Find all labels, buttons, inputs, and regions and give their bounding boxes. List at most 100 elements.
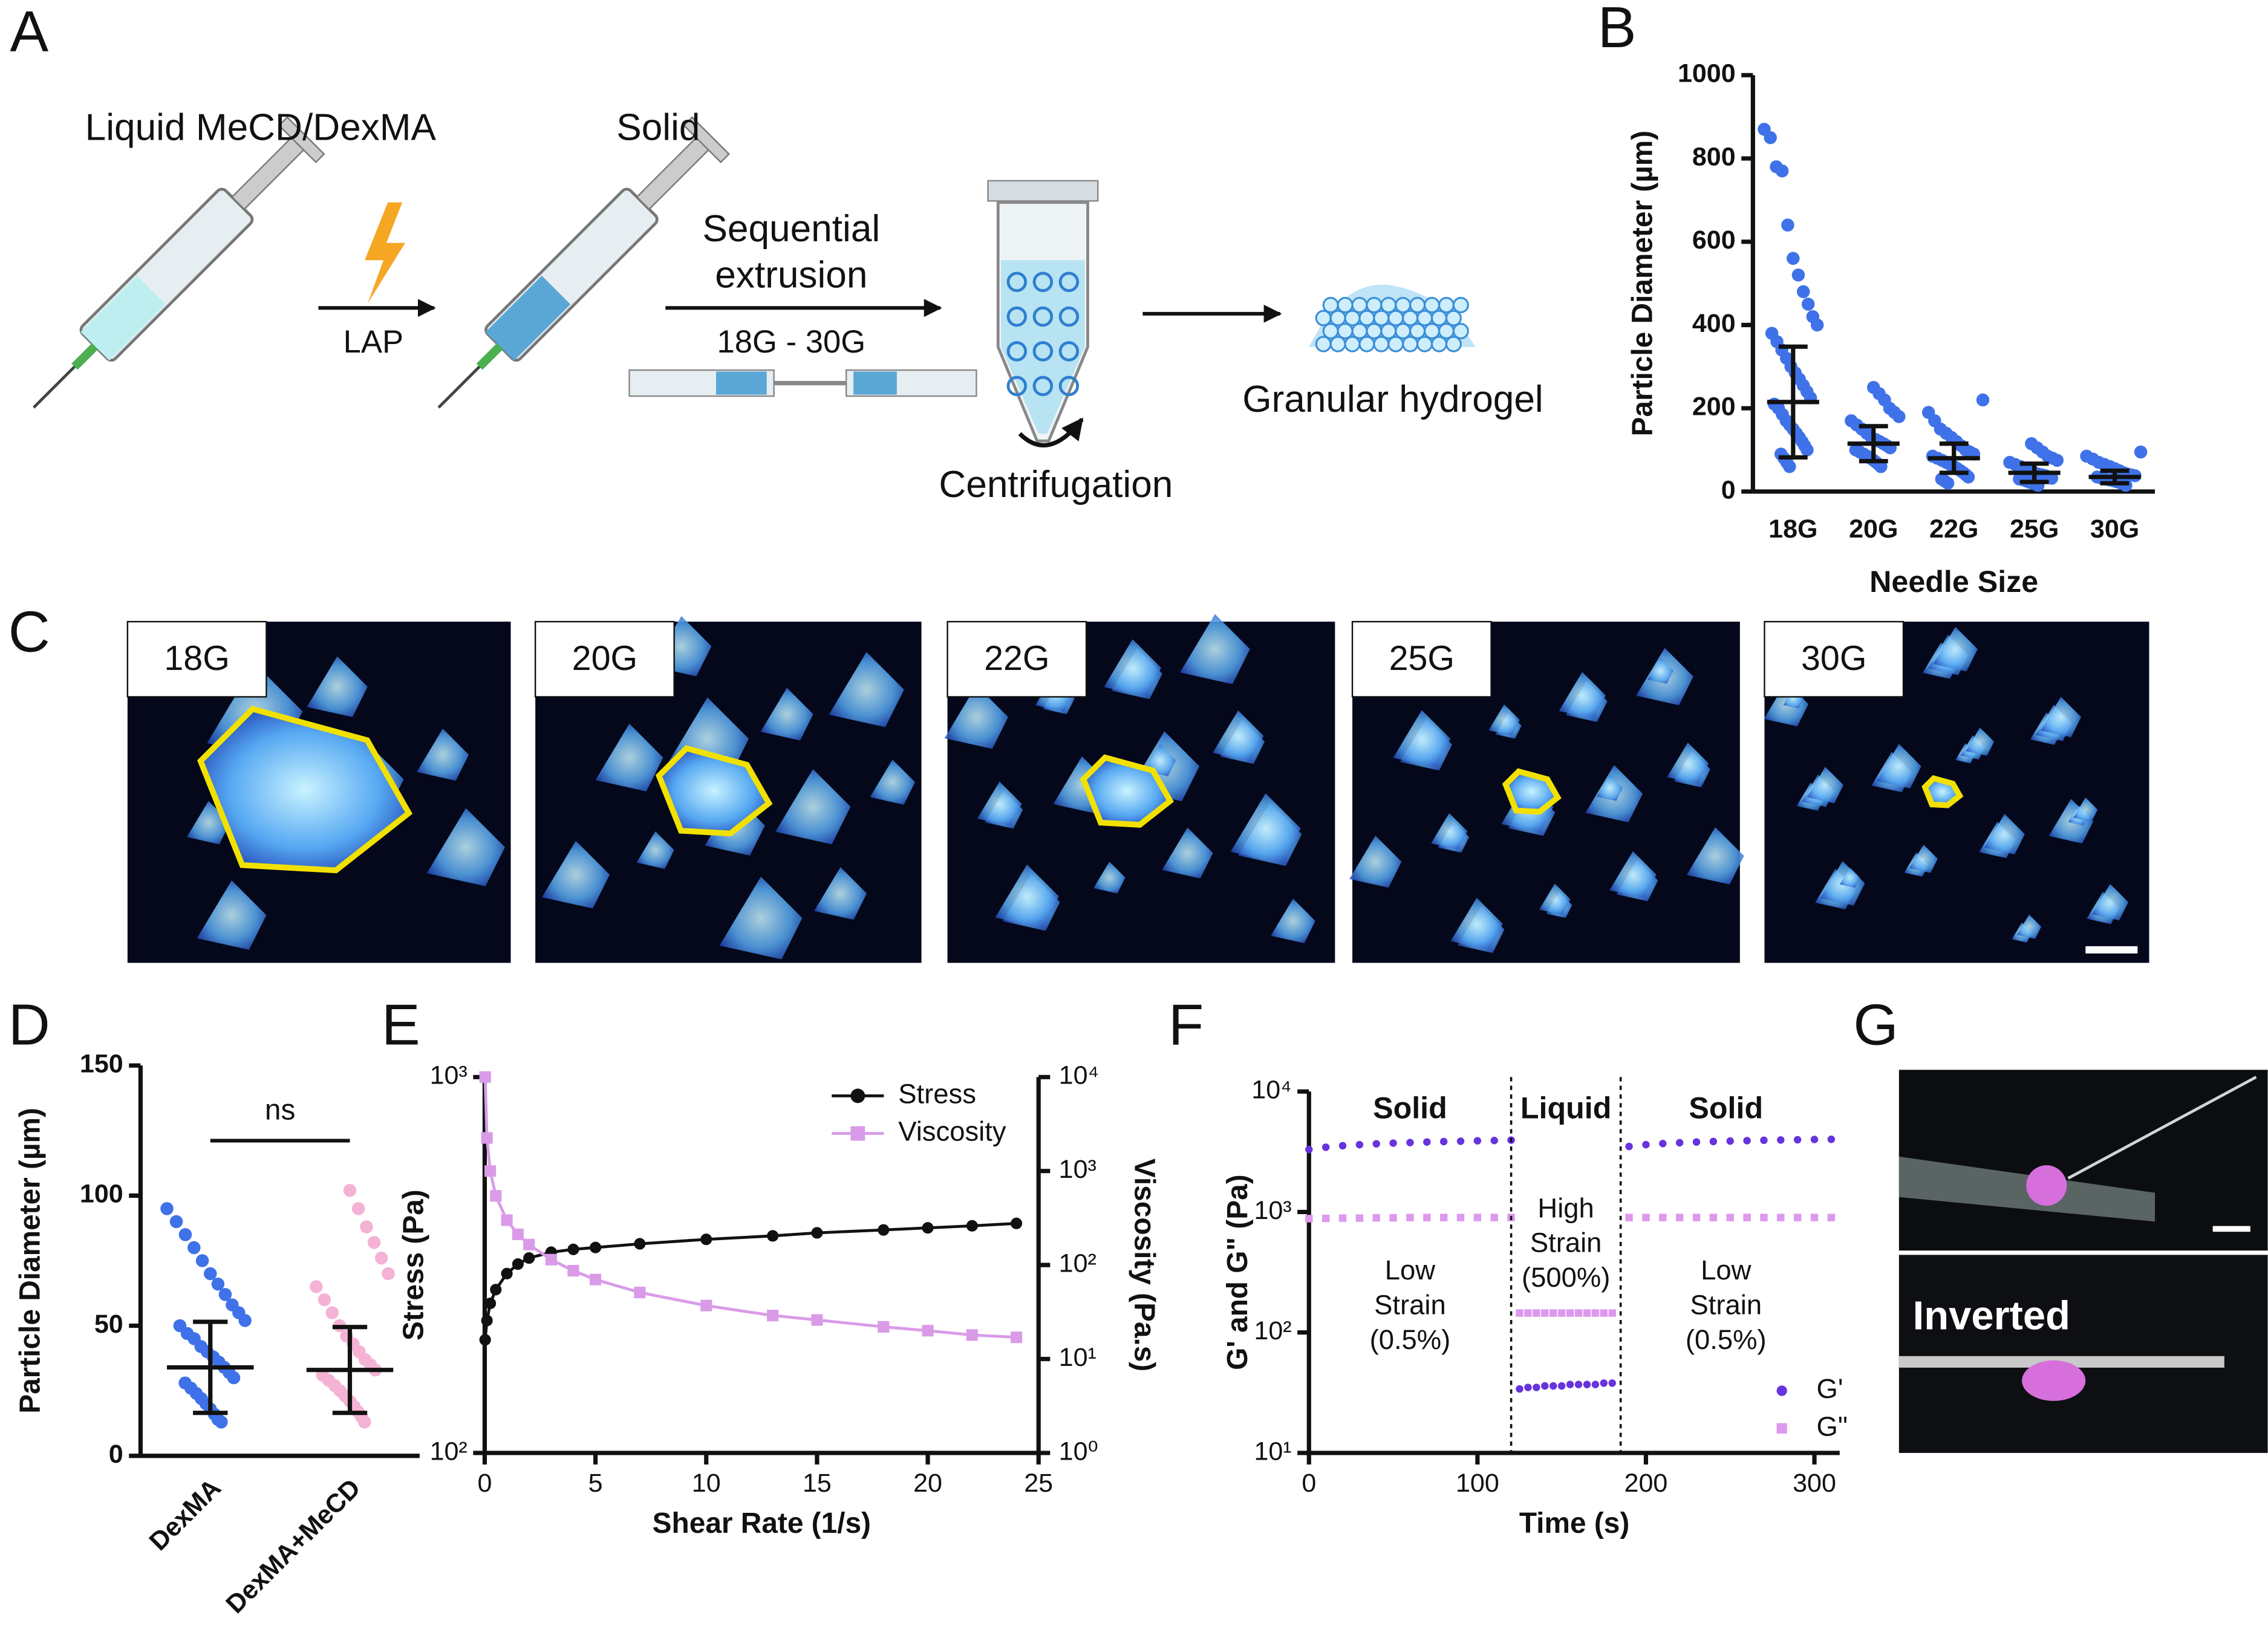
- marker: [1389, 1139, 1397, 1147]
- point: [203, 1267, 217, 1281]
- point: [169, 1215, 183, 1229]
- y-tick-label: 0: [109, 1440, 123, 1469]
- marker: [1516, 1309, 1523, 1317]
- x-tick-label: 30G: [2090, 515, 2139, 544]
- granule: [1395, 323, 1412, 340]
- x-tick-label: 15: [803, 1469, 832, 1498]
- particle: [2073, 797, 2098, 822]
- particle: [1877, 744, 1921, 789]
- marker: [1321, 1143, 1330, 1151]
- coupled-syringes: [628, 369, 977, 397]
- particle: [1984, 814, 2025, 855]
- marker: [1659, 1140, 1667, 1148]
- label-box: [534, 620, 675, 698]
- x-tick-label: 20: [913, 1469, 942, 1498]
- y2-tick-label: 10¹: [1059, 1343, 1097, 1372]
- marker: [523, 1252, 535, 1264]
- marker: [1305, 1145, 1313, 1154]
- point: [1801, 297, 1815, 311]
- particle: [1104, 639, 1161, 697]
- x-tick-label: 200: [1624, 1469, 1668, 1498]
- marker: [1810, 1136, 1819, 1143]
- strain-note: (0.5%): [1370, 1324, 1451, 1355]
- y-tick-label: 10²: [1254, 1316, 1291, 1345]
- marker: [1533, 1383, 1540, 1391]
- x-tick-label: 22G: [1929, 515, 1978, 544]
- y-tick-label: 400: [1692, 309, 1736, 338]
- particle: [775, 769, 851, 845]
- micrograph-label: 20G: [572, 639, 637, 678]
- bead: [1058, 306, 1080, 327]
- x-tick-label: 20G: [1849, 515, 1898, 544]
- point: [367, 1236, 381, 1249]
- particle: [1271, 899, 1315, 943]
- marker: [700, 1299, 712, 1311]
- y-tick-label: 10²: [430, 1437, 468, 1466]
- marker: [1490, 1214, 1498, 1221]
- point: [160, 1202, 174, 1215]
- marker: [1338, 1142, 1347, 1150]
- marker: [1423, 1214, 1431, 1221]
- phase-label: Liquid: [1520, 1091, 1612, 1125]
- particle: [944, 685, 1008, 749]
- micrograph-label: 25G: [1389, 639, 1455, 678]
- bead: [1058, 341, 1080, 362]
- marker: [878, 1321, 890, 1333]
- marker: [1516, 1385, 1523, 1393]
- panel-label: D: [8, 993, 50, 1058]
- x-tick-label: 0: [1302, 1469, 1316, 1498]
- particle: [1230, 793, 1301, 863]
- marker: [1743, 1137, 1751, 1145]
- marker: [479, 1334, 491, 1346]
- granule: [1380, 296, 1397, 314]
- granule: [1358, 310, 1375, 327]
- step-label: Liquid MeCD/DexMA: [85, 107, 437, 149]
- panel-label: F: [1168, 993, 1204, 1058]
- granule: [1344, 336, 1361, 353]
- point: [374, 1251, 388, 1265]
- granule: [1402, 310, 1419, 327]
- particle: [1450, 897, 1503, 950]
- legend-label: Stress: [898, 1078, 976, 1109]
- marker: [1810, 1214, 1819, 1221]
- marker: [590, 1273, 602, 1285]
- label-box: [947, 620, 1087, 698]
- marker: [1372, 1140, 1380, 1148]
- point: [178, 1228, 192, 1241]
- outline: [197, 706, 413, 874]
- outline: [1080, 754, 1174, 828]
- x-tick-label: 25G: [2010, 515, 2059, 544]
- strain-note: Strain: [1374, 1289, 1446, 1320]
- particle: [1686, 827, 1744, 885]
- marker: [1389, 1214, 1397, 1222]
- x-tick-label: 10: [692, 1469, 721, 1498]
- granule: [1315, 336, 1332, 353]
- y-tick-label: 10³: [430, 1061, 468, 1090]
- micrograph-label: 18G: [164, 639, 229, 678]
- marker: [1372, 1214, 1380, 1222]
- point: [318, 1293, 331, 1307]
- marker: [1793, 1214, 1802, 1221]
- marker: [1709, 1137, 1718, 1146]
- granule: [1424, 296, 1441, 314]
- step-label: Centrifugation: [939, 464, 1173, 505]
- granule: [1366, 323, 1383, 340]
- particle: [197, 880, 267, 950]
- label-box: [1351, 620, 1492, 698]
- point: [1775, 164, 1789, 178]
- y2-tick-label: 10⁰: [1059, 1437, 1098, 1466]
- panel-label: E: [382, 993, 420, 1058]
- marker: [481, 1132, 493, 1144]
- bead: [1032, 306, 1054, 327]
- marker: [567, 1243, 579, 1255]
- point: [382, 1267, 395, 1281]
- marker: [1549, 1382, 1557, 1390]
- point: [215, 1415, 228, 1429]
- point: [187, 1241, 201, 1255]
- marker: [1524, 1383, 1532, 1391]
- particle: [1180, 614, 1250, 684]
- marker: [922, 1325, 934, 1337]
- y2-tick-label: 10³: [1059, 1155, 1097, 1184]
- y-axis-label: Particle Diameter (µm): [1627, 131, 1659, 437]
